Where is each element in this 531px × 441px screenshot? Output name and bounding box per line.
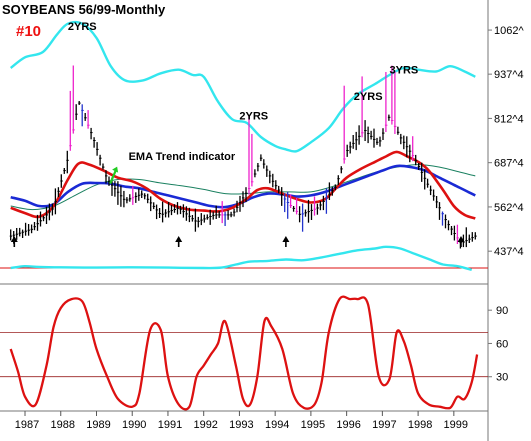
- upper-band-line: [9, 20, 476, 153]
- x-tick-label: 1990: [122, 419, 146, 431]
- annotation-label: 2YRS: [354, 91, 383, 103]
- oscillator-panel: [0, 295, 488, 411]
- x-tick-label: 1991: [158, 419, 182, 431]
- price-y-label: 562^4: [494, 202, 524, 214]
- x-tick-label: 1992: [193, 419, 217, 431]
- x-tick-label: 1989: [86, 419, 110, 431]
- x-tick-label: 1995: [301, 419, 325, 431]
- x-tick-label: 1999: [444, 419, 468, 431]
- x-tick-label: 1988: [51, 419, 75, 431]
- annotation-label: EMA Trend indicator: [129, 151, 236, 163]
- up-arrow-icon: [175, 236, 183, 242]
- chart-title: SOYBEANS 56/99-Monthly: [2, 2, 166, 17]
- up-arrow-icon: [457, 236, 465, 242]
- green-arrow-icon: [109, 169, 118, 185]
- x-tick-label: 1998: [408, 419, 432, 431]
- chart-number: #10: [16, 23, 41, 40]
- price-y-label: 687^4: [494, 158, 524, 170]
- annotation-label: 3YRS: [390, 64, 419, 76]
- x-tick-label: 1994: [265, 419, 289, 431]
- up-arrow-icon: [10, 236, 18, 242]
- oscillator-y-label: 60: [496, 339, 508, 351]
- annotation-label: 2YRS: [239, 110, 268, 122]
- oscillator-line: [9, 295, 479, 411]
- price-y-label: 812^4: [494, 113, 524, 125]
- green-arrowhead-icon: [112, 166, 119, 173]
- price-y-label: 1062^: [494, 25, 524, 37]
- lower-band-line: [10, 245, 472, 271]
- axes: 1062^ 937^4 812^4 687^4 562^4 437^4 90 60 30 1987…: [15, 25, 525, 431]
- up-arrow-icon: [282, 236, 290, 242]
- price-y-label: 437^4: [494, 246, 524, 258]
- annotation-label: 2YRS: [68, 21, 97, 33]
- x-tick-label: 1996: [336, 419, 360, 431]
- x-tick-label: 1987: [15, 419, 39, 431]
- price-y-label: 937^4: [494, 69, 524, 81]
- price-panel: 2YRS 2YRS 2YRS 3YRS EMA Trend indicator: [9, 20, 477, 271]
- oscillator-y-label: 30: [496, 372, 508, 384]
- x-tick-label: 1997: [372, 419, 396, 431]
- oscillator-y-label: 90: [496, 305, 508, 317]
- x-tick-label: 1993: [229, 419, 253, 431]
